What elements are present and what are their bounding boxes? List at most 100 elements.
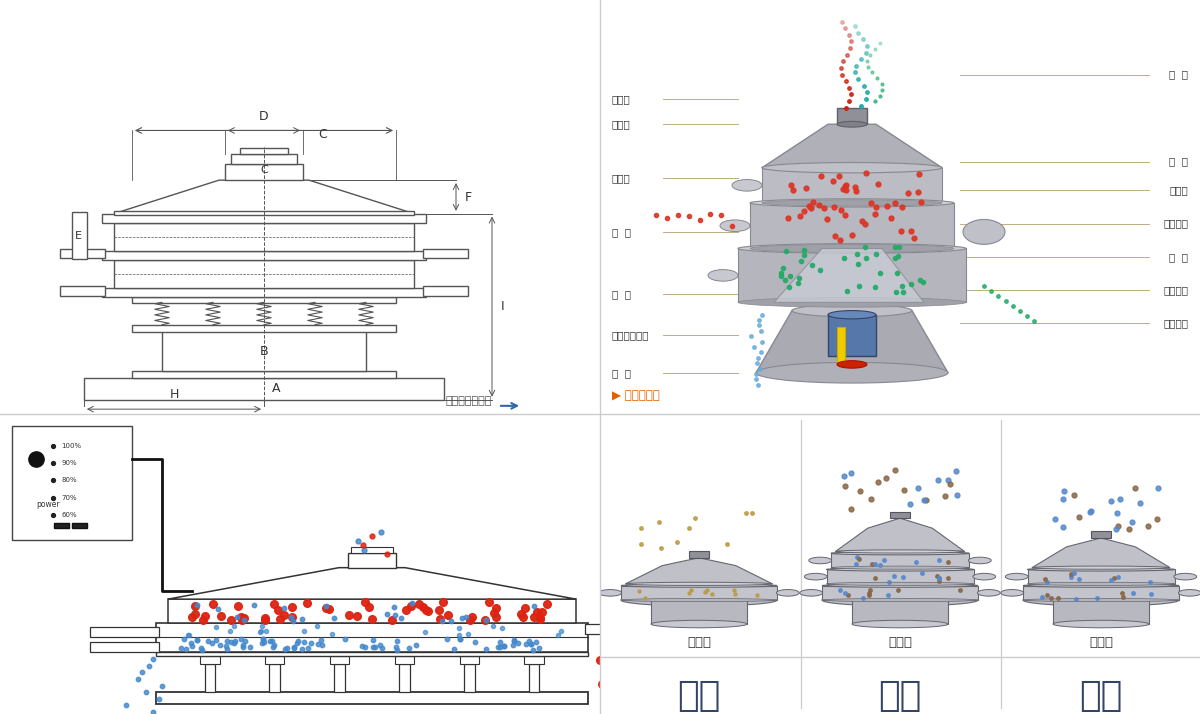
Text: power: power bbox=[36, 500, 60, 508]
Bar bbox=[1054, 597, 1150, 624]
Ellipse shape bbox=[1001, 590, 1024, 596]
Ellipse shape bbox=[968, 557, 991, 564]
Bar bbox=[102, 251, 426, 260]
Ellipse shape bbox=[625, 583, 773, 585]
Text: 网  架: 网 架 bbox=[1169, 156, 1188, 166]
Ellipse shape bbox=[1022, 598, 1178, 602]
Bar bbox=[524, 656, 544, 663]
Ellipse shape bbox=[830, 552, 970, 555]
Text: B: B bbox=[259, 345, 269, 358]
Bar bbox=[424, 249, 468, 258]
Bar bbox=[750, 203, 954, 248]
Text: 外形尺寸示意图: 外形尺寸示意图 bbox=[445, 396, 492, 406]
Text: ▶ 结构示意图: ▶ 结构示意图 bbox=[612, 388, 660, 402]
Ellipse shape bbox=[1032, 566, 1170, 569]
Bar bbox=[738, 248, 966, 302]
Bar bbox=[200, 656, 220, 663]
Polygon shape bbox=[1032, 538, 1170, 568]
Ellipse shape bbox=[822, 598, 978, 602]
Text: 运输固定螺栓: 运输固定螺栓 bbox=[612, 331, 649, 341]
Bar bbox=[838, 327, 845, 364]
Bar bbox=[822, 585, 978, 600]
Bar bbox=[352, 547, 394, 553]
Bar bbox=[168, 599, 576, 623]
Ellipse shape bbox=[830, 566, 970, 569]
Text: H: H bbox=[169, 388, 179, 401]
Text: 机  座: 机 座 bbox=[612, 368, 631, 378]
Bar bbox=[265, 656, 284, 663]
Bar bbox=[114, 223, 414, 251]
Bar bbox=[204, 663, 216, 692]
Ellipse shape bbox=[827, 568, 973, 571]
Ellipse shape bbox=[738, 298, 966, 307]
Bar bbox=[132, 297, 396, 303]
Text: 单层式: 单层式 bbox=[686, 635, 710, 648]
Text: 防尘盖: 防尘盖 bbox=[612, 119, 631, 129]
Text: 80%: 80% bbox=[61, 478, 77, 483]
Ellipse shape bbox=[809, 557, 832, 564]
Bar bbox=[72, 212, 88, 259]
Bar bbox=[830, 553, 970, 568]
Ellipse shape bbox=[708, 270, 738, 281]
Bar bbox=[156, 652, 588, 656]
Text: 下部重锤: 下部重锤 bbox=[1163, 318, 1188, 328]
Bar bbox=[890, 511, 910, 518]
Polygon shape bbox=[762, 124, 942, 168]
Bar bbox=[132, 371, 396, 378]
Ellipse shape bbox=[738, 243, 966, 253]
Ellipse shape bbox=[776, 590, 799, 596]
Bar bbox=[650, 597, 746, 624]
Polygon shape bbox=[625, 558, 773, 584]
Bar bbox=[398, 663, 410, 692]
Polygon shape bbox=[114, 180, 414, 213]
Bar bbox=[269, 663, 281, 692]
Bar bbox=[395, 656, 414, 663]
Bar bbox=[852, 597, 948, 624]
Text: F: F bbox=[466, 191, 472, 203]
Text: 弹  簧: 弹 簧 bbox=[612, 289, 631, 299]
Bar bbox=[335, 663, 346, 692]
Bar bbox=[162, 331, 366, 371]
Text: 100%: 100% bbox=[61, 443, 82, 448]
Ellipse shape bbox=[838, 361, 866, 368]
Ellipse shape bbox=[1178, 590, 1200, 596]
Ellipse shape bbox=[800, 590, 823, 596]
Text: 双层式: 双层式 bbox=[1090, 635, 1114, 648]
Text: C: C bbox=[260, 165, 268, 175]
Bar bbox=[828, 315, 876, 356]
Bar bbox=[230, 154, 298, 164]
Polygon shape bbox=[168, 568, 576, 599]
Text: 加重块: 加重块 bbox=[1169, 186, 1188, 196]
Bar bbox=[240, 149, 288, 154]
Text: I: I bbox=[502, 300, 505, 313]
Ellipse shape bbox=[762, 164, 942, 171]
Bar bbox=[156, 692, 588, 703]
Text: A: A bbox=[271, 383, 281, 396]
Ellipse shape bbox=[750, 244, 954, 253]
Bar bbox=[330, 656, 349, 663]
Ellipse shape bbox=[1027, 568, 1175, 571]
Text: 分级: 分级 bbox=[677, 679, 721, 713]
Ellipse shape bbox=[838, 121, 866, 127]
Text: 过滤: 过滤 bbox=[878, 679, 922, 713]
Ellipse shape bbox=[835, 550, 965, 553]
Text: 筛  网: 筛 网 bbox=[1169, 69, 1188, 79]
Bar bbox=[463, 663, 475, 692]
Ellipse shape bbox=[622, 594, 778, 606]
Bar bbox=[114, 260, 414, 288]
Ellipse shape bbox=[977, 590, 1001, 596]
Text: 束  环: 束 环 bbox=[612, 227, 631, 237]
Bar bbox=[156, 623, 588, 652]
Bar bbox=[114, 211, 414, 216]
Bar bbox=[1027, 570, 1175, 584]
Text: D: D bbox=[259, 110, 269, 123]
Ellipse shape bbox=[1027, 583, 1175, 585]
Text: C: C bbox=[318, 128, 326, 141]
Bar bbox=[226, 164, 302, 180]
Ellipse shape bbox=[852, 620, 948, 628]
Text: 60%: 60% bbox=[61, 512, 77, 518]
Bar bbox=[460, 656, 479, 663]
Bar bbox=[90, 628, 158, 637]
Bar bbox=[762, 168, 942, 203]
Ellipse shape bbox=[1022, 584, 1178, 587]
